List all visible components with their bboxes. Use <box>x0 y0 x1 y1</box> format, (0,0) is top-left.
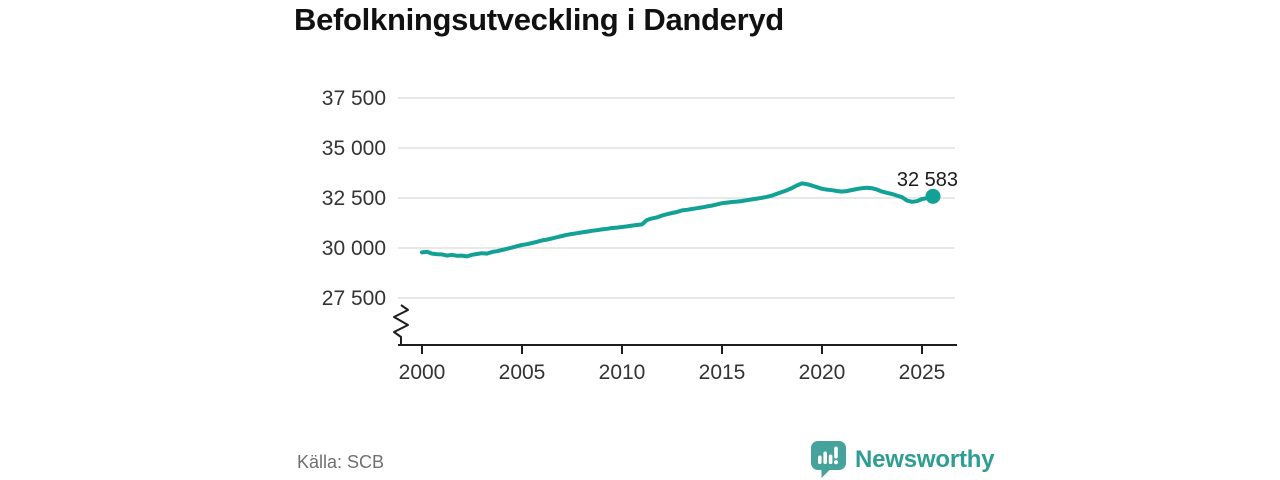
newsworthy-wordmark: Newsworthy <box>855 445 995 473</box>
last-value-label: 32 583 <box>897 169 958 191</box>
y-tick-label: 35 000 <box>322 137 386 160</box>
x-tick-label: 2005 <box>499 361 546 384</box>
bar-chart-icon <box>818 446 839 465</box>
chart-title: Befolkningsutveckling i Danderyd <box>294 2 784 37</box>
y-tick-label: 32 500 <box>322 187 386 210</box>
x-tick-label: 2010 <box>599 361 646 384</box>
x-tick-label: 2025 <box>899 361 946 384</box>
newsworthy-logo-icon <box>811 441 846 478</box>
x-tick-label: 2000 <box>399 361 446 384</box>
population-line-series <box>420 181 935 259</box>
axis-break-icon <box>393 304 409 345</box>
newsworthy-logo: Newsworthy <box>810 440 995 479</box>
source-note: Källa: SCB <box>297 452 385 472</box>
y-tick-label: 30 000 <box>322 237 386 260</box>
last-value-dot <box>925 188 941 204</box>
y-tick-label: 27 500 <box>322 287 386 310</box>
x-tick-label: 2020 <box>799 361 846 384</box>
x-tick-label: 2015 <box>699 361 746 384</box>
y-tick-label: 37 500 <box>322 87 386 110</box>
